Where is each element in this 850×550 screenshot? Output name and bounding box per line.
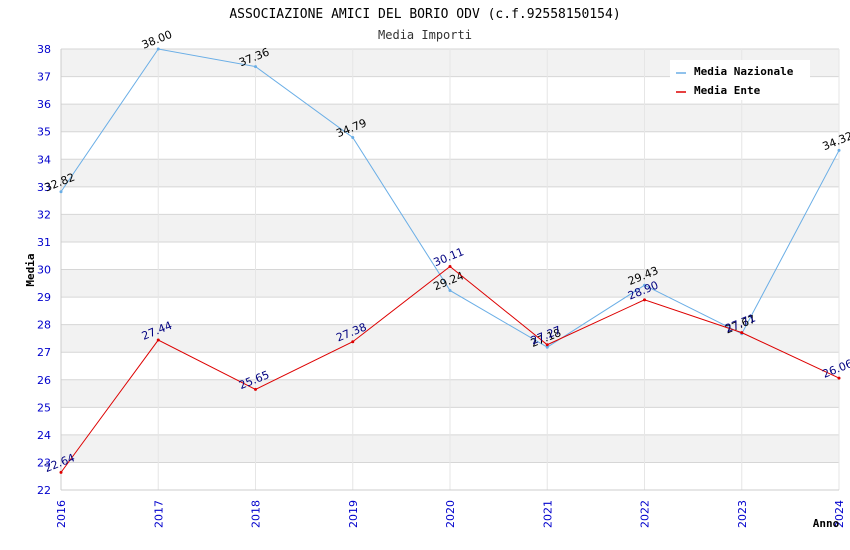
y-tick-label: 26 (37, 374, 51, 387)
data-point (156, 47, 160, 51)
chart-subtitle: Media Importi (378, 28, 472, 42)
y-tick-label: 30 (37, 264, 51, 277)
data-point (156, 338, 160, 342)
y-axis: 22 23 24 25 26 27 28 29 30 31 32 33 34 35 36 37 38 (37, 43, 51, 497)
y-tick-label: 29 (37, 291, 51, 304)
data-point (643, 298, 646, 302)
x-tick-label: 2024 (833, 500, 846, 528)
data-point (59, 470, 63, 474)
y-tick-label: 23 (37, 456, 51, 469)
data-point (837, 148, 841, 152)
data-point (254, 387, 257, 391)
y-tick-label: 35 (37, 126, 51, 139)
grid (60, 48, 840, 491)
x-tick-label: 2020 (444, 500, 457, 528)
y-tick-label: 37 (37, 71, 51, 84)
legend-label-nazionale: Media Nazionale (694, 65, 794, 78)
x-tick-label: 2016 (55, 500, 68, 528)
data-point (351, 340, 355, 344)
y-tick-label: 33 (37, 181, 51, 194)
x-tick-label: 2019 (347, 500, 360, 528)
y-tick-label: 36 (37, 98, 51, 111)
data-point (837, 376, 841, 380)
data-point (59, 190, 63, 194)
y-tick-label: 31 (37, 236, 51, 249)
x-axis: 2016 2017 2018 2019 2020 2021 2022 2023 2024 (55, 500, 846, 528)
data-point (740, 331, 744, 335)
y-tick-label: 22 (37, 484, 51, 497)
y-tick-label: 25 (37, 401, 51, 414)
x-tick-label: 2021 (541, 500, 554, 528)
data-point (643, 283, 646, 287)
x-tick-label: 2018 (250, 500, 263, 528)
data-point (254, 65, 257, 69)
y-tick-label: 34 (37, 153, 51, 166)
y-tick-label: 32 (37, 208, 51, 221)
legend: Media Nazionale Media Ente (670, 60, 810, 100)
data-point (545, 345, 549, 349)
x-tick-label: 2022 (639, 500, 652, 528)
x-tick-label: 2023 (736, 500, 749, 528)
data-label: 38.00 (140, 28, 174, 52)
x-axis-label: Anno (813, 517, 840, 530)
x-tick-label: 2017 (152, 500, 165, 528)
data-point (351, 135, 355, 139)
data-point (448, 288, 452, 292)
y-tick-label: 24 (37, 429, 51, 442)
data-point (545, 343, 549, 347)
y-tick-label: 27 (37, 346, 51, 359)
data-point (448, 264, 452, 268)
y-tick-label: 38 (37, 43, 51, 56)
y-tick-label: 28 (37, 319, 51, 332)
chart-title: ASSOCIAZIONE AMICI DEL BORIO ODV (c.f.92… (229, 7, 620, 22)
legend-label-ente: Media Ente (694, 84, 761, 97)
y-axis-label: Media (24, 253, 37, 286)
legend-box (670, 60, 810, 100)
